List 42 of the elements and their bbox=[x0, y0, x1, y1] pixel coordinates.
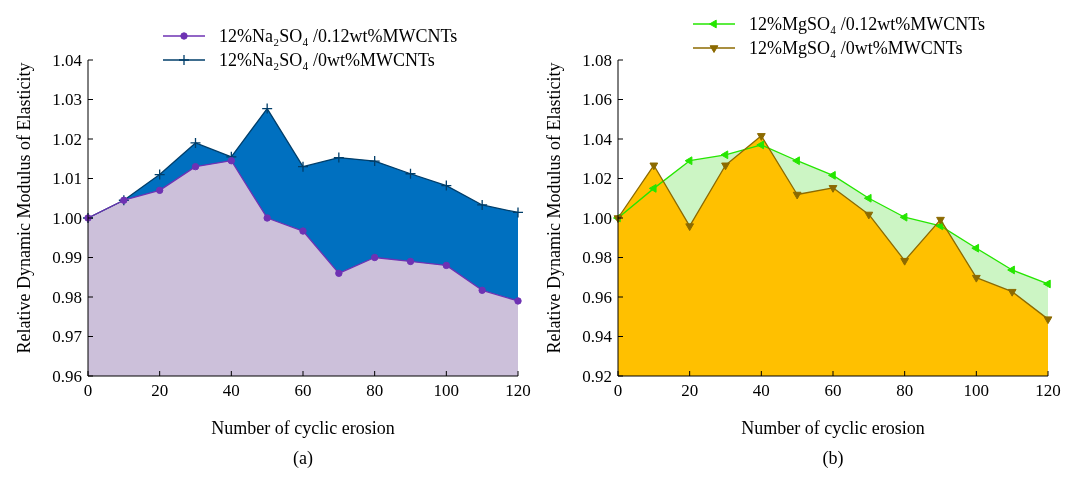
y-tick-label: 1.03 bbox=[52, 90, 82, 110]
text: (a) bbox=[293, 448, 313, 469]
legend-label: 12%Na₂SO₄ /0wt%MWCNTs bbox=[219, 50, 435, 71]
x-tick-label: 120 bbox=[1035, 381, 1061, 400]
x-tick-label: 100 bbox=[433, 381, 460, 400]
x-tick-label: 120 bbox=[505, 381, 531, 400]
y-axis-title: Relative Dynamic Modulus of Elasticity bbox=[544, 62, 564, 354]
x-tick-label: 40 bbox=[222, 381, 240, 400]
legend-label: 12%Na₂SO₄ /0.12wt%MWCNTs bbox=[219, 26, 458, 47]
y-axis-title: Relative Dynamic Modulus of Elasticity bbox=[14, 62, 34, 354]
y-tick-label: 1.08 bbox=[582, 50, 612, 70]
x-tick-label: 80 bbox=[896, 381, 914, 400]
y-tick-label: 0.99 bbox=[52, 248, 82, 268]
y-tick-label: 0.92 bbox=[582, 366, 612, 386]
x-tick-label: 40 bbox=[752, 381, 770, 400]
y-tick-label: 1.02 bbox=[52, 129, 82, 149]
x-tick-label: 100 bbox=[963, 381, 990, 400]
y-tick-label: 0.98 bbox=[582, 248, 612, 268]
y-tick-label: 1.01 bbox=[52, 169, 82, 189]
x-axis-title: Number of cyclic erosion bbox=[211, 418, 395, 438]
legend-label: 12%MgSO₄ /0wt%MWCNTs bbox=[749, 38, 963, 59]
x-tick-label: 0 bbox=[613, 381, 623, 400]
x-tick-label: 20 bbox=[151, 381, 169, 400]
y-tick-label: 0.94 bbox=[582, 327, 613, 347]
y-tick-label: 1.04 bbox=[582, 129, 613, 149]
legend-label: 12%MgSO₄ /0.12wt%MWCNTs bbox=[749, 14, 986, 35]
y-tick-label: 1.00 bbox=[582, 208, 612, 228]
y-tick-label: 0.98 bbox=[52, 287, 82, 307]
y-tick-label: 1.06 bbox=[582, 90, 612, 110]
y-tick-label: 0.97 bbox=[52, 327, 83, 347]
x-axis-title: Number of cyclic erosion bbox=[741, 418, 925, 438]
y-tick-label: 0.96 bbox=[52, 366, 82, 386]
x-tick-label: 80 bbox=[366, 381, 384, 400]
x-tick-label: 60 bbox=[294, 381, 312, 400]
x-tick-label: 60 bbox=[824, 381, 842, 400]
y-tick-label: 1.04 bbox=[52, 50, 83, 70]
y-tick-label: 1.00 bbox=[52, 208, 82, 228]
y-tick-label: 0.96 bbox=[582, 287, 612, 307]
text: (b) bbox=[822, 448, 844, 469]
x-tick-label: 0 bbox=[83, 381, 93, 400]
y-tick-label: 1.02 bbox=[582, 169, 612, 189]
x-tick-label: 20 bbox=[681, 381, 699, 400]
